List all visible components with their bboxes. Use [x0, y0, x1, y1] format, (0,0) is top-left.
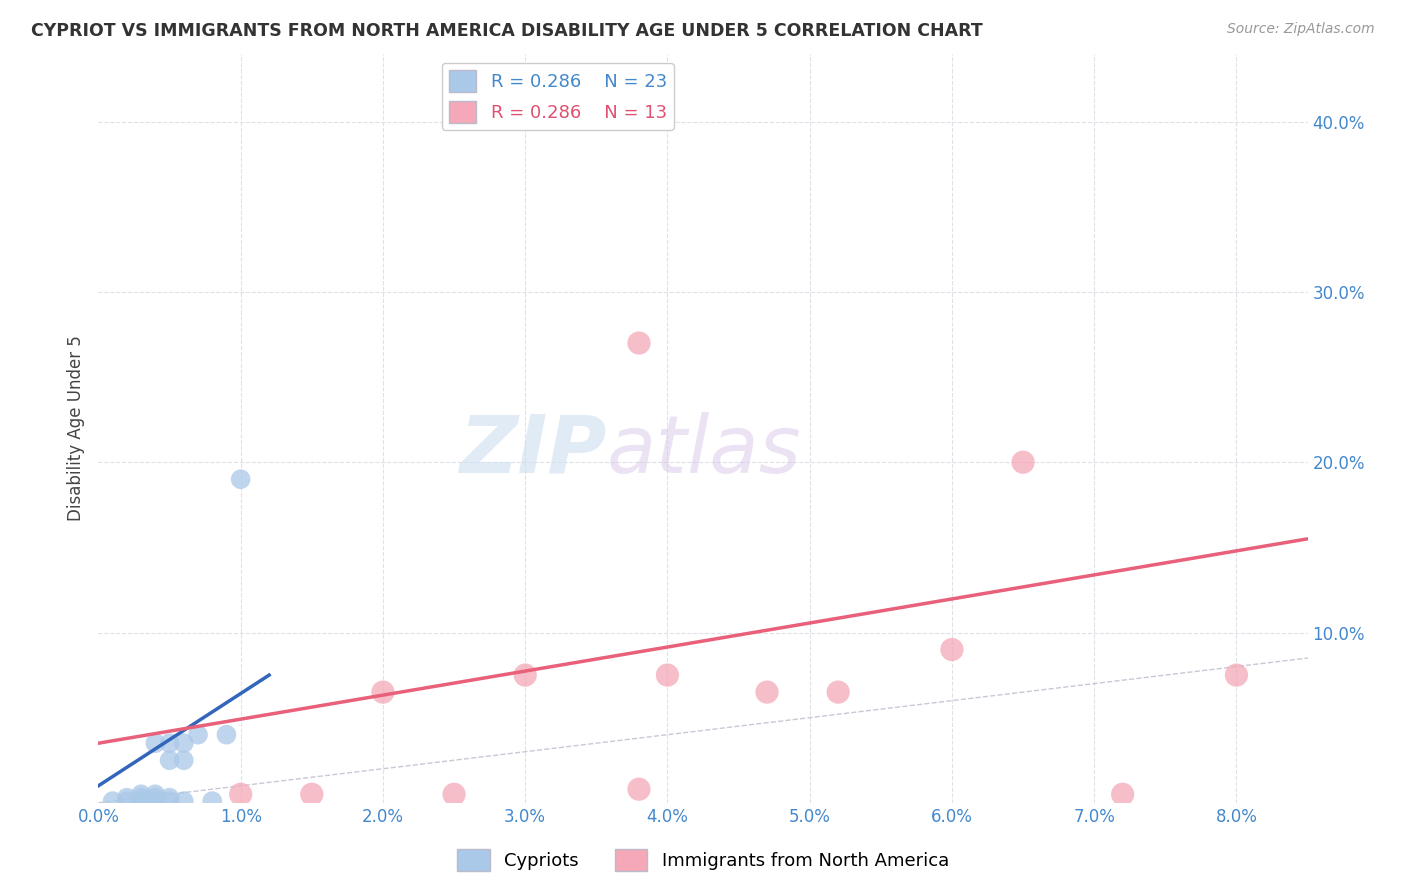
Point	[1111, 787, 1133, 801]
Point	[1225, 668, 1247, 682]
Point	[201, 794, 224, 808]
Point	[627, 782, 650, 797]
Text: ZIP: ZIP	[458, 411, 606, 490]
Point	[159, 794, 181, 808]
Point	[827, 685, 849, 699]
Point	[129, 790, 152, 805]
Point	[115, 790, 138, 805]
Point	[1012, 455, 1035, 469]
Point	[173, 753, 195, 767]
Point	[371, 685, 394, 699]
Point	[756, 685, 779, 699]
Point	[159, 736, 181, 750]
Point	[229, 472, 252, 486]
Point	[229, 787, 252, 801]
Point	[941, 642, 963, 657]
Y-axis label: Disability Age Under 5: Disability Age Under 5	[66, 335, 84, 521]
Point	[187, 728, 209, 742]
Point	[301, 787, 323, 801]
Point	[129, 787, 152, 801]
Point	[129, 794, 152, 808]
Text: atlas: atlas	[606, 411, 801, 490]
Point	[101, 794, 124, 808]
Point	[159, 753, 181, 767]
Point	[159, 790, 181, 805]
Legend: R = 0.286    N = 23, R = 0.286    N = 13: R = 0.286 N = 23, R = 0.286 N = 13	[441, 62, 673, 130]
Point	[143, 794, 166, 808]
Point	[143, 794, 166, 808]
Point	[215, 728, 238, 742]
Point	[627, 336, 650, 351]
Point	[129, 794, 152, 808]
Point	[443, 787, 465, 801]
Legend: Cypriots, Immigrants from North America: Cypriots, Immigrants from North America	[450, 842, 956, 879]
Point	[143, 790, 166, 805]
Point	[115, 794, 138, 808]
Point	[143, 787, 166, 801]
Point	[143, 736, 166, 750]
Point	[173, 794, 195, 808]
Text: Source: ZipAtlas.com: Source: ZipAtlas.com	[1227, 22, 1375, 37]
Text: CYPRIOT VS IMMIGRANTS FROM NORTH AMERICA DISABILITY AGE UNDER 5 CORRELATION CHAR: CYPRIOT VS IMMIGRANTS FROM NORTH AMERICA…	[31, 22, 983, 40]
Point	[657, 668, 679, 682]
Point	[515, 668, 537, 682]
Point	[173, 736, 195, 750]
